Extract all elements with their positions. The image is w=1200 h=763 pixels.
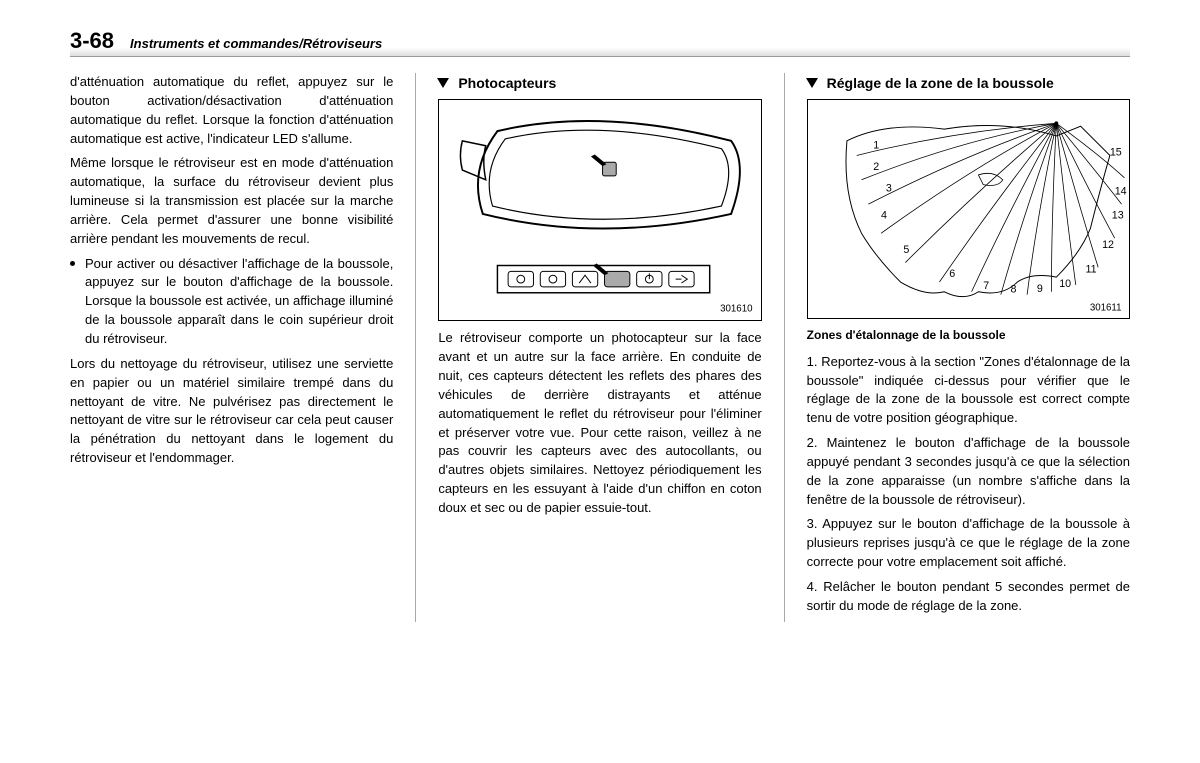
- bullet-dot-icon: [70, 261, 75, 266]
- para-reverse-bright: Même lorsque le rétroviseur est en mode …: [70, 154, 393, 248]
- para-photocaptor-desc: Le rétroviseur comporte un photocapteur …: [438, 329, 761, 517]
- svg-text:2: 2: [873, 161, 879, 173]
- step-2-text: Maintenez le bouton d'affichage de la bo…: [807, 435, 1130, 507]
- column-divider-2: [784, 73, 785, 622]
- svg-text:14: 14: [1114, 186, 1126, 198]
- column-divider-1: [415, 73, 416, 622]
- svg-text:12: 12: [1102, 239, 1114, 251]
- figure-compass-zones: 1 2 3 4 5 6 7 8 9 10 11 12 13 14 15 3016…: [807, 99, 1130, 319]
- svg-text:10: 10: [1059, 278, 1071, 290]
- figure-caption-compass-zones: Zones d'étalonnage de la boussole: [807, 327, 1130, 344]
- svg-text:13: 13: [1111, 210, 1123, 222]
- svg-text:301610: 301610: [720, 304, 753, 315]
- para-cleaning: Lors du nettoyage du rétroviseur, utilis…: [70, 355, 393, 468]
- figure-photocaptors: 301610: [438, 99, 761, 321]
- svg-text:3: 3: [886, 183, 892, 195]
- step-4-number: 4.: [807, 579, 824, 594]
- step-3-number: 3.: [807, 516, 823, 531]
- step-1: 1. Reportez-vous à la section "Zones d'é…: [807, 353, 1130, 428]
- breadcrumb: Instruments et commandes/Rétroviseurs: [130, 36, 382, 51]
- column-1: d'atténuation automatique du reflet, app…: [70, 73, 393, 622]
- step-4: 4. Relâcher le bouton pendant 5 secondes…: [807, 578, 1130, 616]
- content-columns: d'atténuation automatique du reflet, app…: [70, 73, 1130, 622]
- section-head-compass-zone: Réglage de la zone de la boussole: [807, 73, 1130, 93]
- section-title-photocaptors: Photocapteurs: [458, 73, 556, 93]
- step-3: 3. Appuyez sur le bouton d'affichage de …: [807, 515, 1130, 572]
- triangle-marker-icon: [806, 78, 818, 88]
- step-3-text: Appuyez sur le bouton d'affichage de la …: [807, 516, 1130, 569]
- svg-text:1: 1: [873, 140, 879, 152]
- svg-text:15: 15: [1110, 147, 1122, 159]
- svg-text:9: 9: [1036, 283, 1042, 295]
- step-2: 2. Maintenez le bouton d'affichage de la…: [807, 434, 1130, 509]
- column-2: Photocapteurs: [438, 73, 761, 622]
- svg-text:301611: 301611: [1089, 303, 1121, 314]
- step-1-number: 1.: [807, 354, 822, 369]
- triangle-marker-icon: [437, 78, 449, 88]
- svg-text:6: 6: [949, 268, 955, 280]
- svg-text:5: 5: [903, 244, 909, 256]
- step-1-text: Reportez-vous à la section "Zones d'étal…: [807, 354, 1130, 426]
- para-compass-toggle: Pour activer ou désactiver l'affichage d…: [85, 255, 393, 349]
- svg-text:7: 7: [983, 280, 989, 292]
- bullet-compass: Pour activer ou désactiver l'affichage d…: [70, 255, 393, 355]
- page-number: 3-68: [70, 28, 114, 54]
- step-2-number: 2.: [807, 435, 827, 450]
- section-title-compass-zone: Réglage de la zone de la boussole: [827, 73, 1054, 93]
- step-4-text: Relâcher le bouton pendant 5 secondes pe…: [807, 579, 1130, 613]
- column-3: Réglage de la zone de la boussole: [807, 73, 1130, 622]
- section-head-photocaptors: Photocapteurs: [438, 73, 761, 93]
- svg-text:8: 8: [1010, 284, 1016, 296]
- svg-text:11: 11: [1085, 264, 1096, 276]
- para-attenuation-button: d'atténuation automatique du reflet, app…: [70, 73, 393, 148]
- page-header: 3-68 Instruments et commandes/Rétroviseu…: [70, 28, 1130, 57]
- svg-text:4: 4: [881, 210, 887, 222]
